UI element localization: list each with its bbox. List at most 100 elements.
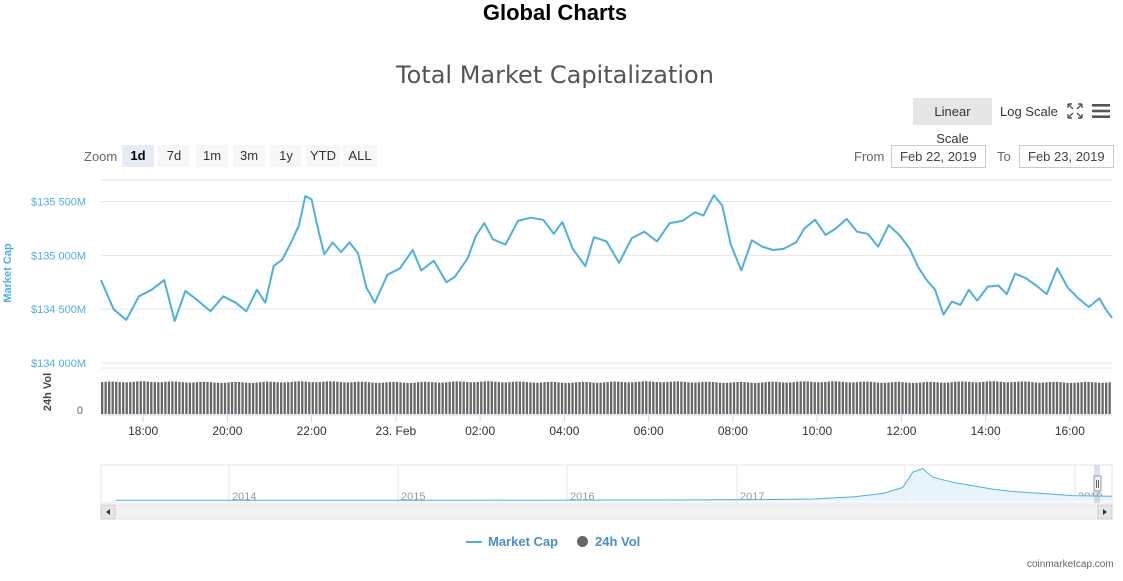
- volume-bar[interactable]: [104, 381, 107, 414]
- volume-bar[interactable]: [490, 381, 493, 414]
- volume-bar[interactable]: [968, 381, 971, 414]
- volume-bar[interactable]: [750, 382, 753, 414]
- volume-bar[interactable]: [353, 382, 357, 414]
- volume-bar[interactable]: [388, 382, 392, 414]
- volume-bar[interactable]: [760, 382, 764, 414]
- volume-bar[interactable]: [810, 381, 813, 414]
- volume-bar[interactable]: [904, 382, 908, 414]
- volume-bar[interactable]: [518, 381, 522, 414]
- volume-bar[interactable]: [982, 381, 985, 414]
- zoom-all-button[interactable]: ALL: [343, 145, 377, 167]
- volume-bar[interactable]: [108, 381, 111, 414]
- volume-bar[interactable]: [192, 382, 195, 414]
- zoom-ytd-button[interactable]: YTD: [306, 145, 340, 167]
- volume-bar[interactable]: [567, 382, 571, 414]
- volume-bar[interactable]: [136, 381, 139, 414]
- volume-bar[interactable]: [487, 381, 490, 414]
- volume-bar[interactable]: [459, 381, 462, 415]
- volume-bar[interactable]: [978, 382, 981, 414]
- volume-bar[interactable]: [634, 382, 637, 414]
- volume-bar[interactable]: [859, 381, 862, 414]
- volume-bar[interactable]: [757, 382, 760, 414]
- volume-bar[interactable]: [202, 381, 206, 414]
- volume-bar[interactable]: [617, 381, 620, 414]
- volume-bar[interactable]: [546, 381, 550, 414]
- volume-bar[interactable]: [932, 382, 936, 414]
- volume-bar[interactable]: [234, 381, 237, 414]
- volume-bar[interactable]: [1104, 382, 1108, 414]
- volume-bar[interactable]: [529, 382, 532, 414]
- volume-bar[interactable]: [708, 381, 711, 414]
- log-scale-button[interactable]: Log Scale: [1000, 104, 1058, 119]
- volume-bar[interactable]: [1027, 381, 1031, 414]
- volume-bar[interactable]: [101, 382, 104, 414]
- volume-bar[interactable]: [939, 382, 943, 414]
- volume-bar[interactable]: [199, 381, 202, 414]
- volume-bar[interactable]: [848, 382, 852, 414]
- volume-bar[interactable]: [265, 381, 269, 414]
- volume-bar[interactable]: [764, 382, 767, 414]
- volume-bar[interactable]: [1034, 382, 1038, 414]
- volume-bar[interactable]: [209, 382, 213, 414]
- volume-bar[interactable]: [157, 382, 160, 414]
- volume-bar[interactable]: [515, 381, 518, 414]
- volume-series[interactable]: [101, 367, 1112, 415]
- volume-bar[interactable]: [1087, 381, 1090, 414]
- market-cap-line[interactable]: [100, 194, 1113, 322]
- volume-bar[interactable]: [602, 382, 606, 414]
- volume-bar[interactable]: [1045, 382, 1048, 414]
- volume-bar[interactable]: [434, 382, 437, 414]
- volume-bar[interactable]: [610, 381, 613, 414]
- volume-bar[interactable]: [862, 381, 866, 414]
- volume-bar[interactable]: [711, 381, 715, 414]
- volume-bar[interactable]: [673, 381, 676, 414]
- volume-bar[interactable]: [557, 382, 560, 414]
- volume-bar[interactable]: [483, 381, 486, 414]
- volume-bar[interactable]: [181, 382, 185, 414]
- volume-bar[interactable]: [574, 382, 578, 414]
- volume-bar[interactable]: [753, 382, 757, 414]
- volume-bar[interactable]: [1041, 382, 1045, 414]
- volume-bar[interactable]: [1055, 381, 1059, 414]
- volume-bar[interactable]: [508, 382, 511, 414]
- volume-bar[interactable]: [430, 382, 434, 414]
- volume-bar[interactable]: [367, 382, 371, 414]
- volume-bar[interactable]: [1020, 381, 1024, 414]
- volume-bar[interactable]: [511, 381, 515, 414]
- volume-bar[interactable]: [631, 382, 634, 414]
- volume-bar[interactable]: [789, 382, 792, 414]
- volume-bar[interactable]: [164, 381, 167, 414]
- volume-bar[interactable]: [255, 382, 258, 414]
- volume-bar[interactable]: [150, 381, 153, 414]
- volume-bar[interactable]: [655, 382, 658, 414]
- volume-bar[interactable]: [1024, 381, 1027, 415]
- volume-bar[interactable]: [690, 382, 694, 414]
- volume-bar[interactable]: [592, 382, 595, 414]
- zoom-7d-button[interactable]: 7d: [158, 145, 190, 167]
- volume-bar[interactable]: [1006, 382, 1009, 414]
- legend-volume[interactable]: 24h Vol: [577, 534, 640, 549]
- volume-bar[interactable]: [420, 381, 423, 414]
- volume-bar[interactable]: [350, 382, 353, 414]
- volume-bar[interactable]: [185, 382, 188, 414]
- volume-bar[interactable]: [852, 382, 855, 414]
- volume-bar[interactable]: [697, 382, 701, 414]
- volume-bar[interactable]: [683, 381, 687, 414]
- volume-bar[interactable]: [925, 381, 929, 414]
- volume-bar[interactable]: [1083, 381, 1087, 414]
- volume-bar[interactable]: [676, 381, 680, 414]
- volume-bar[interactable]: [476, 382, 479, 414]
- volume-bar[interactable]: [1031, 382, 1034, 414]
- volume-bar[interactable]: [736, 382, 739, 414]
- volume-bar[interactable]: [504, 382, 508, 414]
- volume-bar[interactable]: [244, 382, 248, 414]
- volume-bar[interactable]: [669, 381, 672, 414]
- volume-bar[interactable]: [1097, 382, 1101, 414]
- volume-bar[interactable]: [999, 381, 1002, 414]
- volume-bar[interactable]: [901, 382, 904, 414]
- volume-bar[interactable]: [543, 382, 546, 414]
- volume-bar[interactable]: [767, 381, 771, 414]
- navigator[interactable]: 201420152016201720182019: [100, 464, 1113, 520]
- volume-bar[interactable]: [395, 382, 399, 414]
- volume-bar[interactable]: [357, 381, 360, 414]
